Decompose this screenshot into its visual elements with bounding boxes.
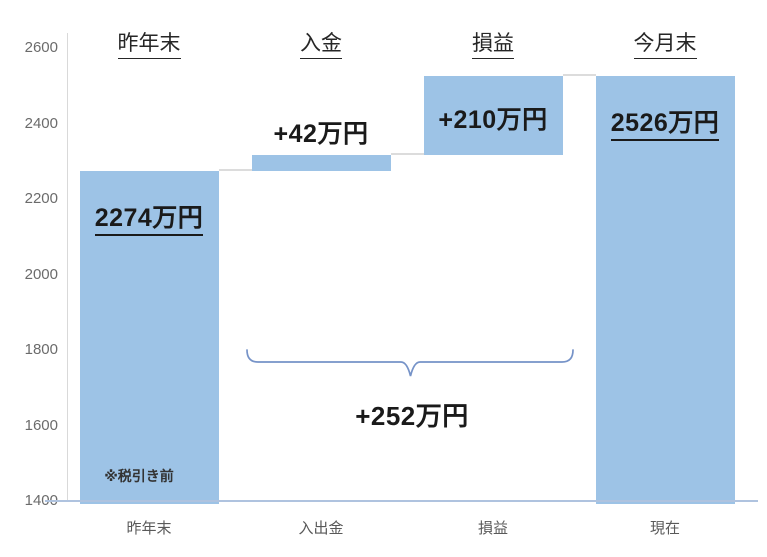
waterfall-bar-現在 [595,76,735,504]
waterfall-connector [390,153,424,155]
footnote-pretax: ※税引き前 [104,468,174,484]
column-header-今月末: 今月末 [590,27,740,59]
waterfall-bar-入出金 [251,155,391,171]
x-axis-label-現在: 現在 [649,520,680,537]
bracket-total-label: +252万円 [355,401,469,431]
value-label-現在: 2526万円 [580,103,750,141]
column-header-昨年末: 昨年末 [74,27,224,59]
sum-bracket [246,349,574,377]
y-tick-label: 2200 [24,190,58,207]
column-header-損益: 損益 [418,27,568,59]
column-header-入金: 入金 [246,27,396,59]
y-tick-label: 2000 [24,265,58,283]
value-label-昨年末: 2274万円 [64,198,234,236]
waterfall-connector [218,169,252,171]
waterfall-bar-昨年末 [79,171,219,504]
y-axis-line [67,33,68,501]
y-tick-label: 2400 [24,114,58,132]
y-tick-label: 1400 [24,492,58,509]
y-tick-label: 2600 [24,39,58,56]
x-axis-label-昨年末: 昨年末 [126,520,172,537]
waterfall-connector [562,74,596,76]
x-axis-baseline [45,500,758,502]
y-tick-label: 1600 [24,416,58,434]
value-label-入出金: +42万円 [273,120,369,148]
waterfall-bar-損益 [423,76,563,155]
x-axis-label-入出金: 入出金 [298,520,344,537]
x-axis-label-損益: 損益 [477,520,508,537]
value-label-損益: +210万円 [438,106,548,134]
y-tick-label: 1800 [24,341,58,358]
